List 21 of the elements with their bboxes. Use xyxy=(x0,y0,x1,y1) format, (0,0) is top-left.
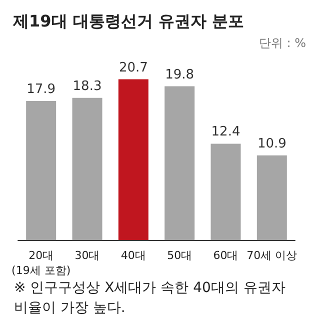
bar xyxy=(72,98,102,240)
data-label: 10.9 xyxy=(257,136,286,152)
bar xyxy=(210,144,241,240)
x-tick-label: 50대 xyxy=(167,249,192,262)
data-label: 19.8 xyxy=(165,67,194,82)
x-tick-label: 30대 xyxy=(74,249,100,262)
chart-subtitle: 단위 : % xyxy=(258,36,306,50)
bar xyxy=(26,101,56,240)
bar xyxy=(164,86,195,240)
chart-title: 제19대 대통령선거 유권자 분포 xyxy=(12,12,244,30)
data-label: 18.3 xyxy=(72,78,102,94)
data-label: 17.9 xyxy=(26,82,56,98)
x-tick-label: 20대 (19세 포함) xyxy=(12,249,71,277)
text: ※ 인구구성상 X세대가 속한 40대의 유권자 비율이 가장 높다. xyxy=(14,280,290,316)
bar xyxy=(256,155,287,240)
x-tick-label: 60대 xyxy=(213,249,238,262)
bar xyxy=(118,79,148,240)
x-tick-label: 40대 xyxy=(120,249,146,262)
x-tick-label: 70세 이상 xyxy=(246,249,298,262)
data-label: 20.7 xyxy=(118,60,148,76)
data-label: 12.4 xyxy=(211,124,240,140)
